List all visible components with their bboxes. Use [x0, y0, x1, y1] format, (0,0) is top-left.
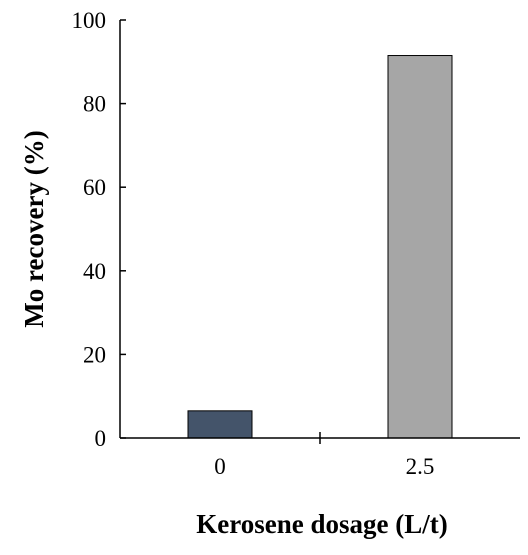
y-tick-label: 0 [95, 426, 107, 451]
y-axis-ticks: 0 20 40 60 80 100 [72, 8, 126, 451]
y-tick-label: 60 [83, 175, 106, 200]
y-tick-label: 80 [83, 92, 106, 117]
bar-0 [187, 410, 253, 439]
x-tick-label: 2.5 [406, 454, 435, 479]
x-axis-title: Kerosene dosage (L/t) [196, 509, 447, 539]
y-tick-label: 20 [83, 342, 106, 367]
y-tick-label: 100 [72, 8, 107, 33]
x-axis-ticks: 0 2.5 [214, 432, 434, 479]
y-tick-label: 40 [83, 259, 106, 284]
x-tick-label: 0 [214, 454, 226, 479]
y-axis-title: Mo recovery (%) [19, 130, 49, 327]
bar-2.5 [387, 55, 453, 439]
bars-group [187, 55, 453, 439]
